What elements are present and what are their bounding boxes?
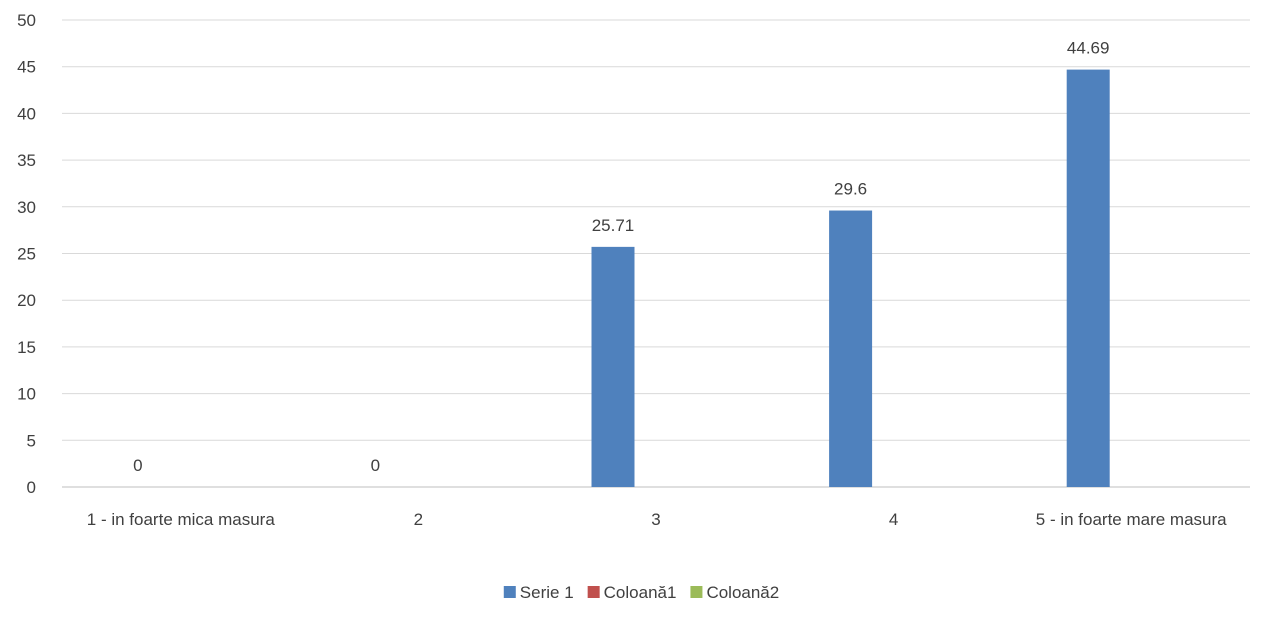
legend-label: Serie 1 — [520, 583, 574, 602]
legend-label: Coloană1 — [604, 583, 677, 602]
y-tick-label: 35 — [17, 151, 36, 170]
legend-label: Coloană2 — [706, 583, 779, 602]
x-axis-ticks: 1 - in foarte mica masura 2 3 4 5 - in foart… — [87, 510, 1227, 529]
y-tick-label: 30 — [17, 198, 36, 217]
x-tick-label: 5 - in foarte mare masura — [1036, 510, 1227, 529]
legend-swatch — [587, 586, 600, 598]
y-tick-label: 20 — [17, 291, 36, 310]
data-label: 44.69 — [1067, 39, 1110, 58]
data-label: 0 — [371, 456, 380, 475]
y-tick-label: 15 — [17, 338, 36, 357]
x-tick-label: 3 — [651, 510, 660, 529]
legend-swatch — [690, 586, 703, 598]
data-labels: 0 0 25.71 29.6 44.69 — [133, 39, 1109, 475]
x-tick-label: 4 — [889, 510, 898, 529]
data-label: 0 — [133, 456, 142, 475]
bars — [591, 69, 1110, 487]
y-axis-ticks: 0 5 10 15 20 25 30 35 40 45 50 — [17, 11, 36, 497]
legend-swatch — [503, 586, 516, 598]
x-tick-label: 2 — [414, 510, 423, 529]
gridlines — [62, 19, 1250, 488]
y-tick-label: 0 — [27, 478, 36, 497]
bar — [1066, 69, 1110, 487]
bar — [829, 210, 873, 487]
data-label: 29.6 — [834, 180, 867, 199]
y-tick-label: 25 — [17, 245, 36, 264]
legend: Serie 1 Coloană1 Coloană2 — [503, 583, 779, 602]
data-label: 25.71 — [592, 216, 635, 235]
y-tick-label: 50 — [17, 11, 36, 30]
bar — [591, 246, 635, 487]
y-tick-label: 40 — [17, 104, 36, 123]
x-tick-label: 1 - in foarte mica masura — [87, 510, 276, 529]
y-tick-label: 5 — [27, 431, 36, 450]
y-tick-label: 45 — [17, 58, 36, 77]
y-tick-label: 10 — [17, 385, 36, 404]
